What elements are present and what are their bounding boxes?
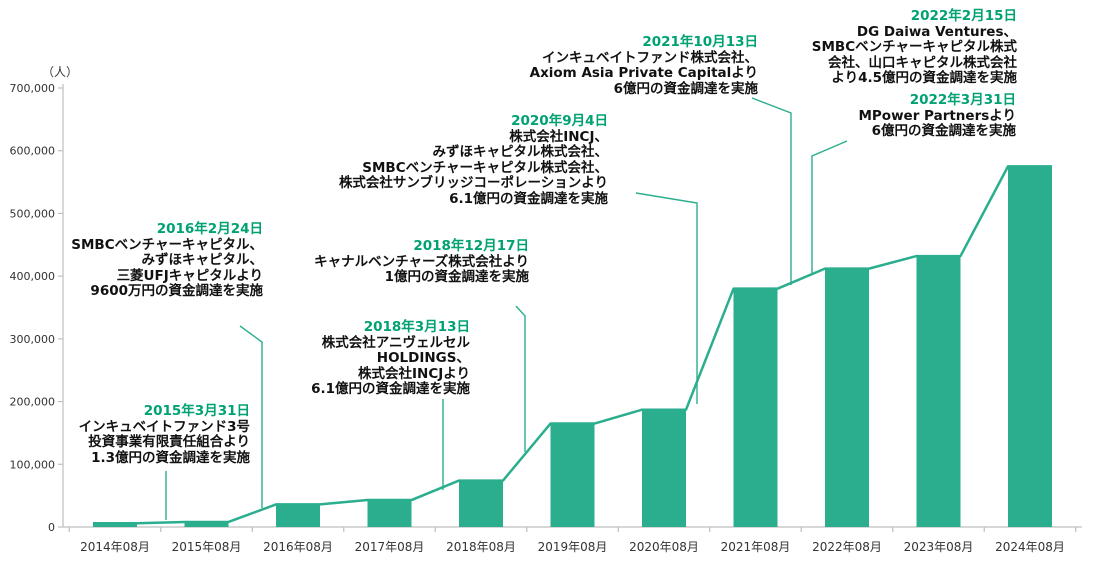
bar-2017年08月	[367, 500, 412, 527]
annotation-text-line: 株式会社サンブリッジコーポレーションより	[338, 175, 608, 192]
annotation-text-line: SMBCベンチャーキャピタル株式	[811, 39, 1017, 56]
x-axis-label: 2024年08月	[995, 540, 1065, 554]
leader-line-2016年2月24日	[239, 325, 263, 508]
bars	[93, 166, 1052, 527]
annotation-2018年3月13日: 2018年3月13日 株式会社アニヴェルセル HOLDINGS、 株式会社INCJより…	[311, 319, 470, 398]
y-tick-label: 600,000	[10, 145, 56, 158]
x-axis-label: 2021年08月	[721, 540, 791, 554]
bar-2016年08月	[276, 504, 320, 527]
annotation-text-line: より4.5億円の資金調達を実施	[831, 70, 1017, 87]
y-tick-label: 0	[48, 521, 55, 534]
annotation-text-line: インキュベイトファンド3号	[78, 418, 250, 435]
annotation-text-line: SMBCベンチャーキャピタル、	[71, 236, 263, 253]
annotation-text-line: 6億円の資金調達を実施	[613, 80, 758, 97]
bar-2018年08月	[459, 480, 503, 527]
annotation-text-line: 株式会社INCJ、	[509, 128, 608, 145]
annotation-2022年2月15日: 2022年2月15日 DG Daiwa Ventures、 SMBCベンチャーキャピ…	[811, 8, 1017, 87]
leader-line-2020年9月4日	[635, 192, 698, 404]
annotation-date: 2015年3月31日	[143, 403, 250, 419]
x-axis-label: 2022年08月	[812, 540, 882, 554]
bar-2020年08月	[642, 409, 686, 527]
leader-line-2018年12月17日	[515, 305, 526, 452]
annotation-text-line: みずほキャピタル株式会社、	[432, 144, 609, 161]
annotation-2015年3月31日: 2015年3月31日 インキュベイトファンド3号 投資事業有限責任組合より 1.3億円…	[78, 403, 250, 466]
annotation-text-line: 1.3億円の資金調達を実施	[91, 449, 250, 466]
y-tick-label: 300,000	[10, 333, 56, 346]
annotation-text-line: SMBCベンチャーキャピタル株式会社、	[362, 159, 608, 176]
y-tick-label: 400,000	[10, 270, 56, 283]
x-axis-label: 2020年08月	[629, 540, 699, 554]
annotation-2018年12月17日: 2018年12月17日 キャナルベンチャーズ株式会社より 1億円の資金調達を実施	[314, 238, 529, 286]
x-axis-label: 2019年08月	[538, 540, 608, 554]
annotation-text-line: 9600万円の資金調達を実施	[90, 283, 263, 300]
y-tick-label: 500,000	[10, 207, 56, 220]
leader-lines	[165, 97, 848, 520]
bar-2024年08月	[1008, 166, 1052, 527]
annotation-text-line: 6.1億円の資金調達を実施	[311, 381, 470, 398]
bar-2021年08月	[733, 288, 778, 527]
annotation-text-line: DG Daiwa Ventures、	[856, 23, 1017, 40]
x-axis-label: 2023年08月	[904, 540, 974, 554]
annotation-2020年9月4日: 2020年9月4日 株式会社INCJ、 みずほキャピタル株式会社、 SMBCベンチャー…	[338, 113, 609, 208]
annotation-text-line: 投資事業有限責任組合より	[88, 434, 250, 451]
annotation-text-line: みずほキャピタル、	[141, 252, 264, 269]
annotation-date: 2021年10月13日	[642, 34, 758, 50]
y-tick-labels: 0 100,000 200,000 300,000 400,000 500,000 600,…	[10, 82, 63, 534]
y-tick-label: 700,000	[10, 82, 56, 95]
bar-2015年08月	[184, 521, 229, 527]
leader-line-2022年3月31日	[811, 140, 848, 273]
annotation-text-line: 1億円の資金調達を実施	[384, 269, 529, 286]
x-axis-label: 2015年08月	[172, 540, 242, 554]
annotation-text-line: 6億円の資金調達を実施	[871, 123, 1016, 140]
annotation-text-line: MPower Partnersより	[858, 107, 1016, 124]
annotation-text-line: インキュベイトファンド株式会社、	[542, 49, 758, 66]
x-axis-label: 2014年08月	[80, 540, 150, 554]
x-tick-labels: 2014年08月 2015年08月 2016年08月 2017年08月 2018年08月…	[68, 527, 1077, 554]
leader-line-2021年10月13日	[751, 97, 792, 285]
annotation-text-line: 6.1億円の資金調達を実施	[449, 190, 608, 207]
annotation-date: 2018年3月13日	[363, 319, 470, 335]
annotation-text-line: HOLDINGS、	[376, 350, 470, 367]
annotation-text-line: 株式会社INCJより	[358, 365, 470, 382]
annotation-2016年2月24日: 2016年2月24日 SMBCベンチャーキャピタル、 みずほキャピタル、 三菱UFJキ…	[71, 221, 264, 300]
y-axis-title: （人）	[41, 65, 78, 79]
annotation-date: 2016年2月24日	[156, 221, 263, 237]
y-tick-label: 100,000	[10, 458, 56, 471]
x-axis-label: 2017年08月	[355, 540, 425, 554]
annotation-text-line: Axiom Asia Private Capitalより	[529, 65, 758, 82]
annotation-text-line: 株式会社アニヴェルセル	[321, 334, 470, 351]
annotation-date: 2018年12月17日	[413, 238, 529, 254]
x-axis-label: 2018年08月	[446, 540, 516, 554]
annotation-date: 2022年2月15日	[910, 8, 1017, 24]
trend-line	[93, 165, 1052, 525]
bar-2019年08月	[550, 423, 595, 527]
annotation-text-line: キャナルベンチャーズ株式会社より	[314, 253, 529, 270]
y-tick-label: 200,000	[10, 396, 56, 409]
annotation-text-line: 会社、山口キャピタル株式会社	[828, 54, 1017, 71]
annotation-date: 2020年9月4日	[511, 113, 608, 129]
bar-2023年08月	[916, 256, 961, 527]
x-axis-label: 2016年08月	[263, 540, 333, 554]
bar-2022年08月	[825, 268, 869, 527]
bar-2014年08月	[93, 523, 137, 527]
annotation-date: 2022年3月31日	[909, 92, 1016, 108]
annotation-text-line: 三菱UFJキャピタルより	[116, 267, 263, 284]
annotation-2022年3月31日: 2022年3月31日 MPower Partnersより 6億円の資金調達を実施	[858, 92, 1016, 140]
annotation-2021年10月13日: 2021年10月13日 インキュベイトファンド株式会社、 Axiom Asia Pr…	[529, 34, 758, 97]
